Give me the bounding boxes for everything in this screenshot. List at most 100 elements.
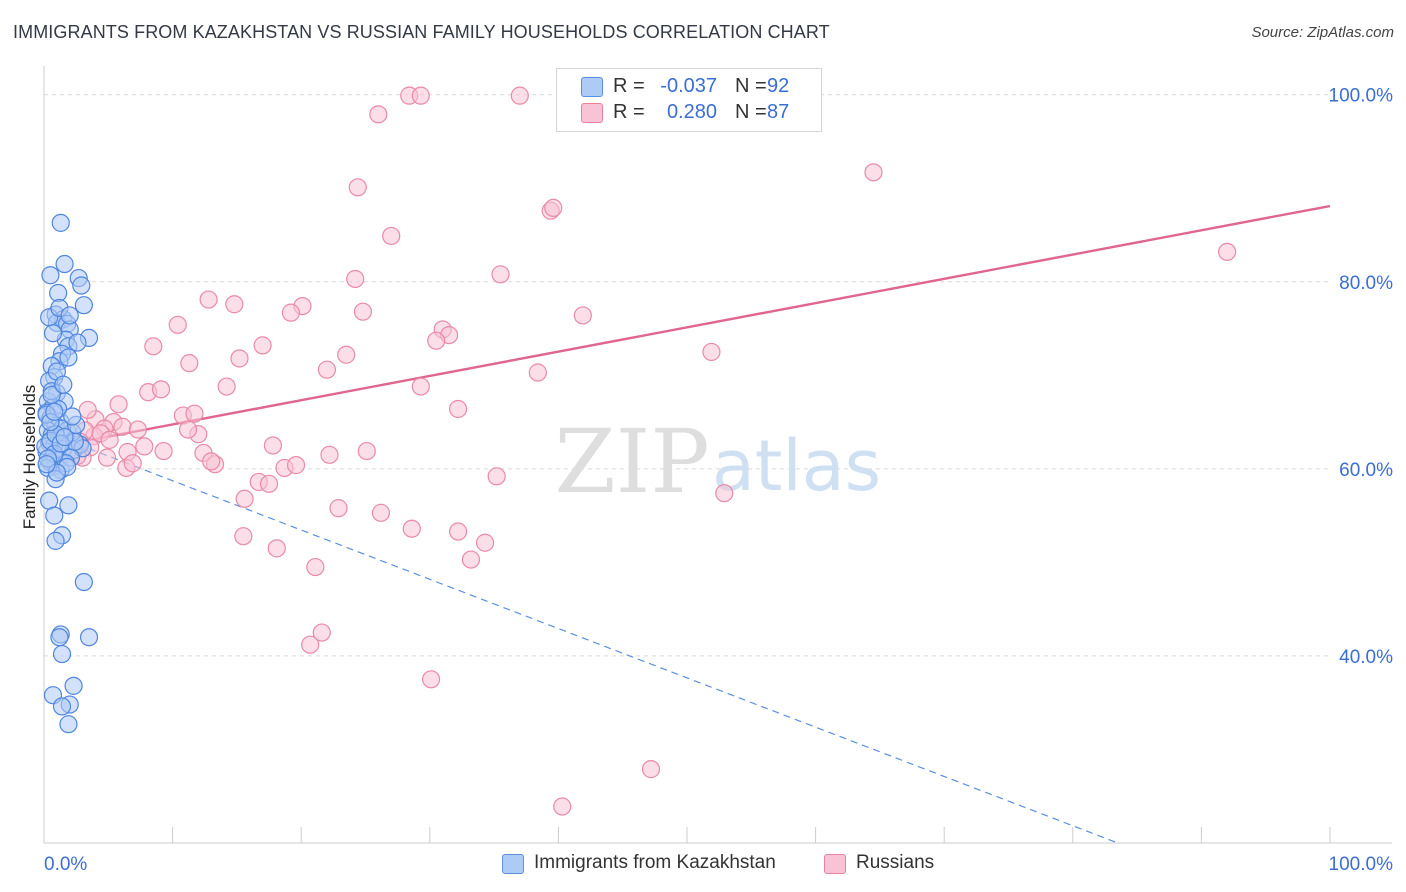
kazakhstan-point [72,276,91,295]
kazakhstan-point [43,324,63,343]
russians-point [225,295,244,314]
russians-point [491,265,510,284]
russians-point [263,436,283,455]
russians-point [312,623,331,642]
russians-point [402,519,421,538]
x-tick-label: 100.0% [1329,854,1394,875]
russians-point [78,400,97,420]
russians-point [230,349,249,368]
russians-point [109,395,128,414]
russians-point [427,331,446,350]
russians-point [180,354,199,373]
russians-point [113,417,132,436]
russians-point [346,269,365,289]
legend-swatch-pink [581,103,603,123]
kazakhstan-point [51,213,70,232]
russians-point [185,404,204,423]
grid-lines [44,94,1330,657]
legend-label-russians: Russians [856,852,935,873]
legend-n-value: 87 [767,101,790,123]
legend-label-kazakhstan: Immigrants from Kazakhstan [534,852,776,873]
russians-point [487,467,506,486]
kazakhstan-point [52,697,72,716]
russians-point [234,527,253,546]
russians-point [144,337,163,356]
russians-point [715,484,734,503]
kazakhstan-point [74,296,93,315]
russians-point [135,437,154,456]
kazakhstan-point [63,407,82,426]
legend-swatch-blue [581,77,603,97]
legend-n-label: N = [735,101,767,123]
x-tick-label: 0.0% [44,854,87,875]
russians-point [475,533,495,552]
russians-point [702,342,721,362]
russians-point [553,797,572,816]
russians-point [97,448,117,467]
kazakhstan-point [68,333,87,352]
legend-n-value: 92 [767,75,790,97]
russians-point [154,441,173,461]
kazakhstan-point [74,572,93,592]
kazakhstan-point [55,254,74,274]
russians-point [202,452,221,471]
kazakhstan-point [59,348,78,367]
kazakhstan-point [45,402,64,421]
russians-points [68,86,1237,816]
kazakhstan-point [50,628,69,647]
russians-point [353,302,373,321]
russians-point [348,178,367,197]
stats-legend: R = -0.037 N = 92 R = 0.280 N = 87 [556,68,822,132]
y-tick-label: 60.0% [1339,460,1393,481]
watermark-atlas: atlas [712,425,881,507]
kazakhstan-point [46,531,65,550]
russians-point [267,539,286,558]
tick-labels: 40.0% 60.0% 80.0% 100.0% 0.0% 100.0% [44,86,1393,875]
russians-point [329,499,348,518]
russians-point [235,489,254,508]
kazakhstan-point [59,496,78,515]
russians-point [411,377,430,396]
kazakhstan-point [52,644,72,664]
russians-point [128,420,147,439]
russians-point [301,635,320,654]
russians-point [317,360,337,379]
russians-point [1218,242,1237,261]
legend-swatch-blue [502,854,524,874]
kazakhstan-point [79,628,99,647]
legend-r-value: 0.280 [666,101,717,123]
russians-point [448,522,468,541]
legend-r-label: R = [613,101,645,123]
russians-point [448,399,468,419]
russians-point [123,454,142,473]
russians-point [281,303,301,322]
russians-point [369,105,388,124]
russians-point [411,86,430,105]
russians-point [259,474,279,493]
y-tick-label: 80.0% [1339,273,1393,294]
russians-point [217,377,236,396]
russians-point [573,306,592,325]
kazakhstan-point [49,283,68,303]
russians-point [864,163,883,182]
legend-swatch-pink [824,854,846,874]
y-tick-label: 100.0% [1329,86,1394,107]
kazakhstan-point [55,427,74,447]
y-tick-label: 40.0% [1339,647,1393,668]
kazakhstan-point [54,375,73,394]
kazakhstan-point [59,715,78,734]
russians-point [371,503,391,522]
russians-point [357,441,376,461]
legend-r-label: R = [613,75,645,97]
russians-point [337,345,356,364]
russians-point [253,336,272,355]
russians-point [544,198,563,217]
chart-title: IMMIGRANTS FROM KAZAKHSTAN VS RUSSIAN FA… [13,22,830,42]
russians-point [461,550,481,569]
kazakhstan-point [45,506,64,525]
russians-point [320,445,339,464]
russians-point [421,670,441,689]
russians-point [151,380,171,399]
kazakhstan-point [37,455,56,474]
